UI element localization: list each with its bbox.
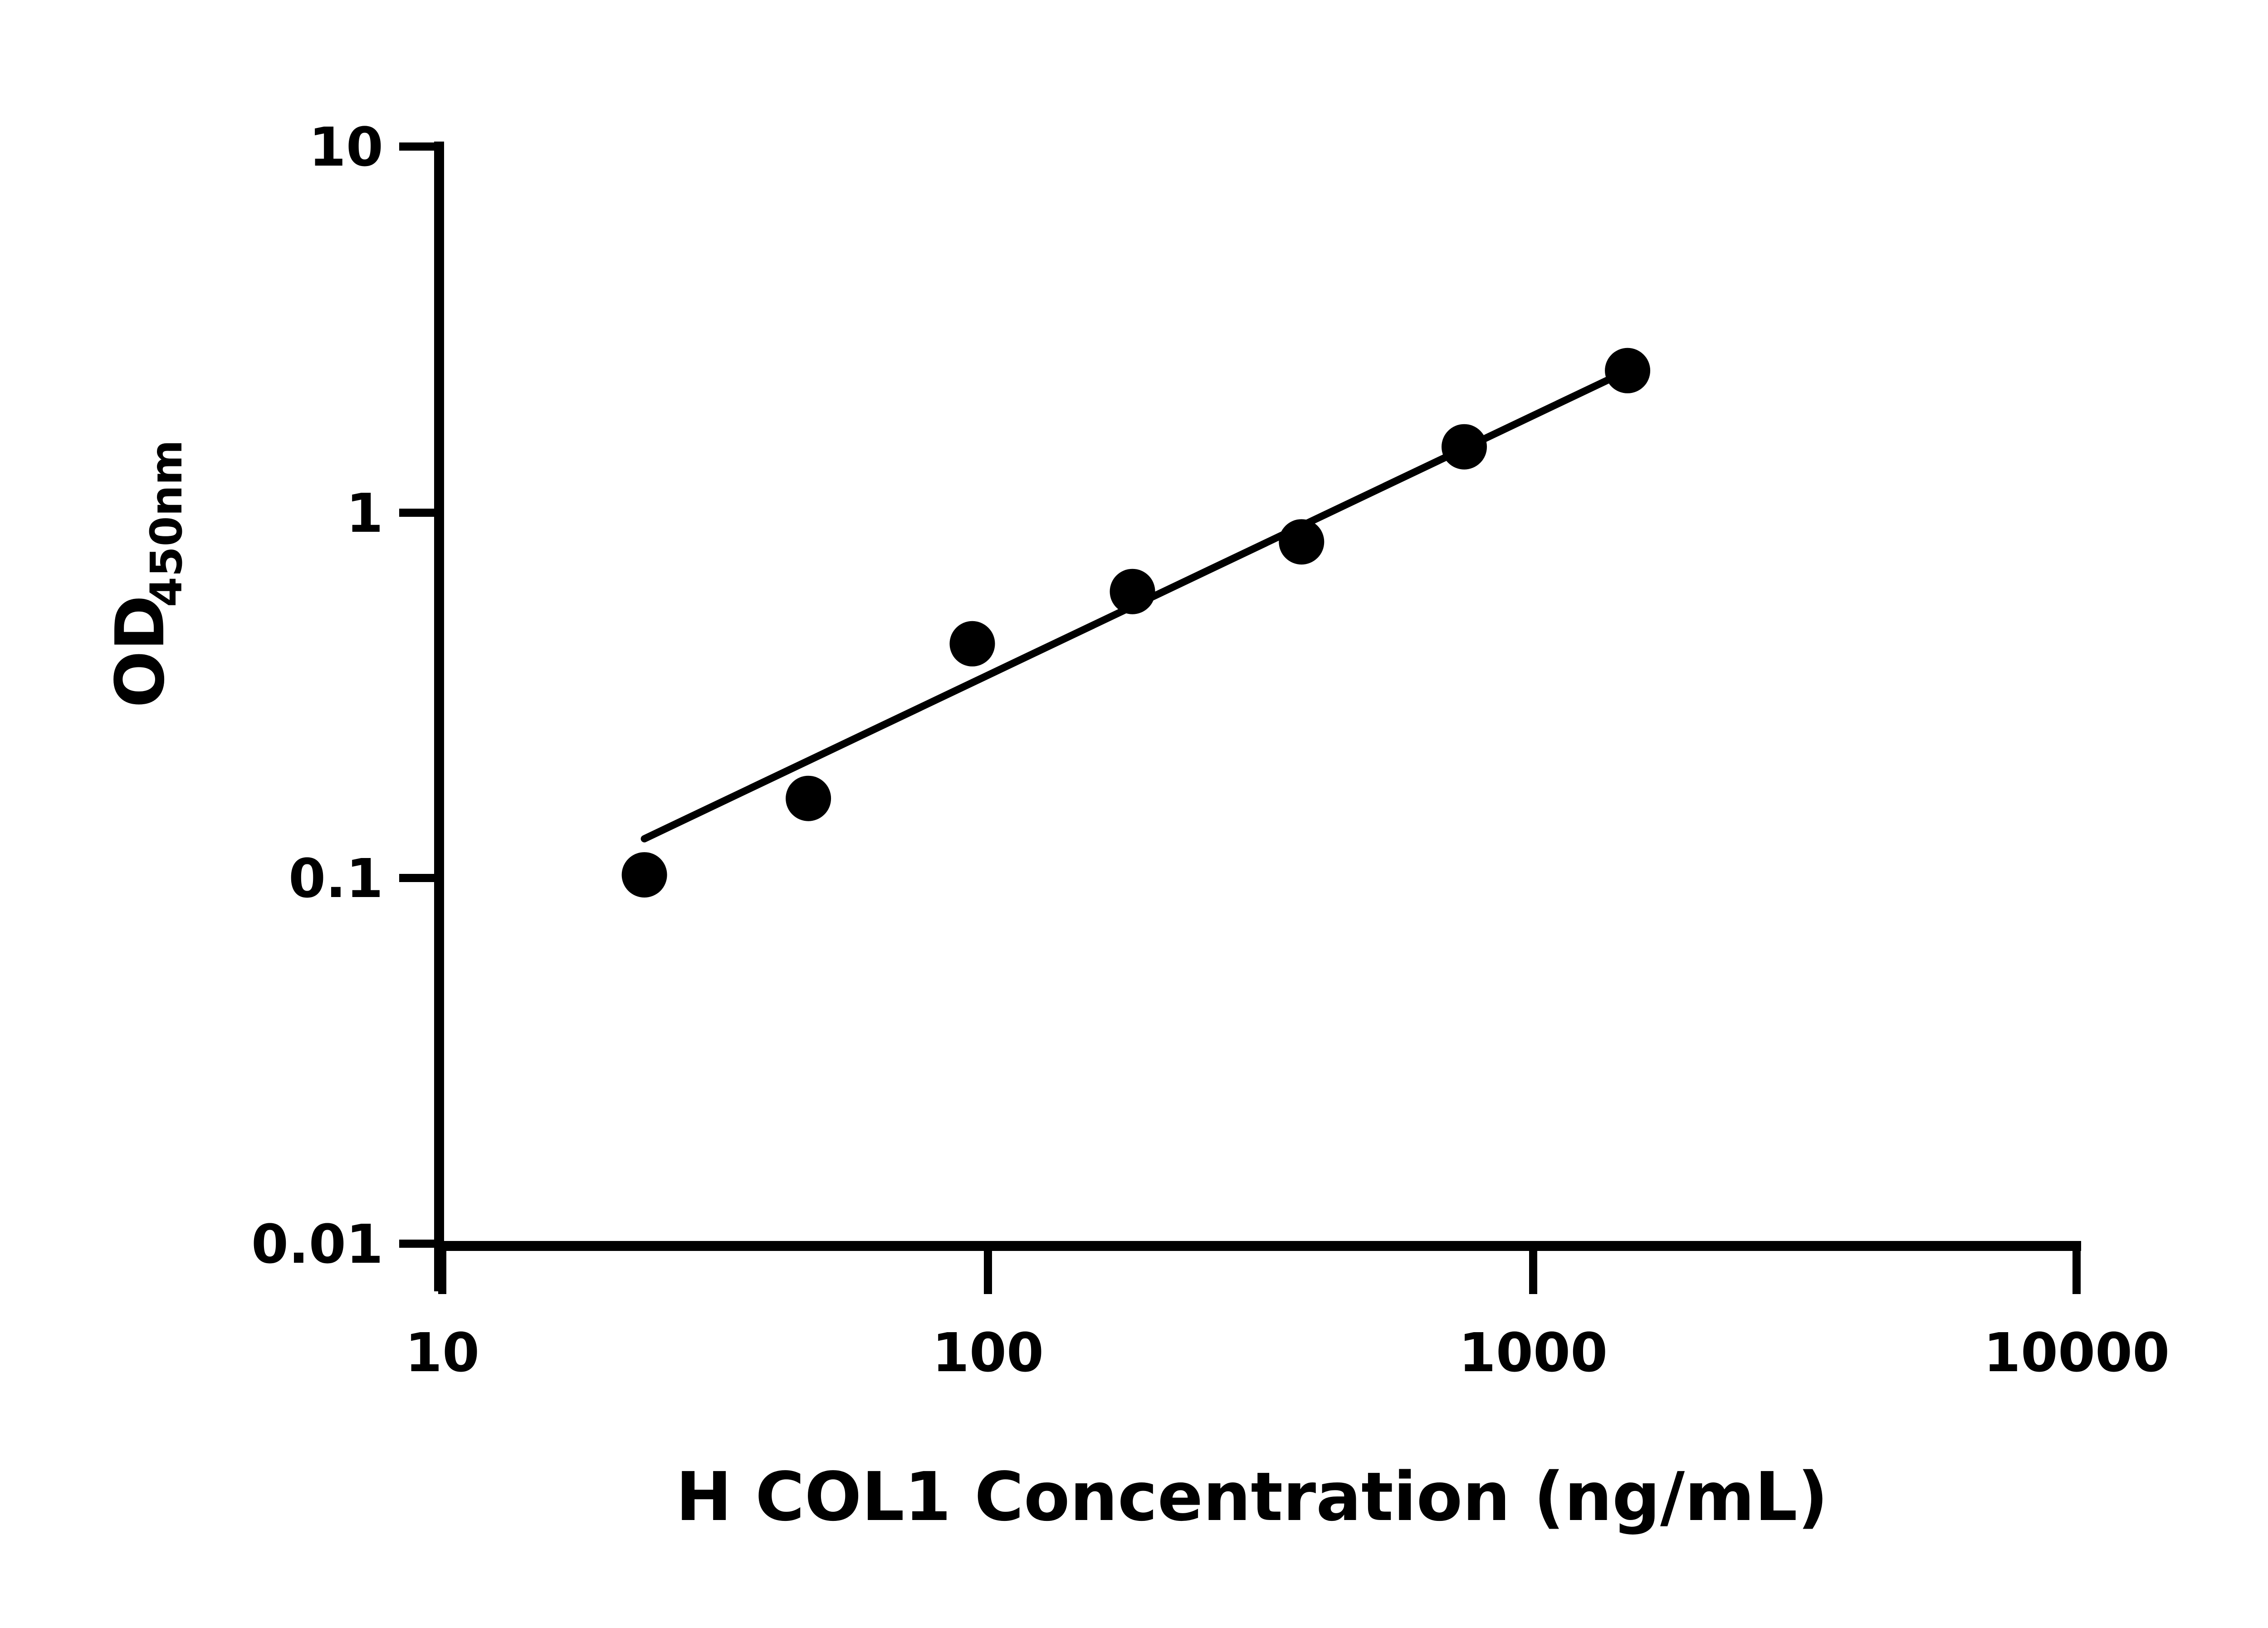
- y-axis-title-main: OD: [101, 595, 179, 708]
- data-point: [621, 852, 667, 898]
- y-axis-title-subscript: 450nm: [141, 440, 192, 607]
- y-tick-label-0.01: 0.01: [251, 1213, 383, 1275]
- data-point: [949, 621, 995, 667]
- y-tick-label-1: 1: [346, 482, 383, 544]
- data-point: [1110, 569, 1155, 614]
- x-axis-title: H COL1 Concentration (ng/mL): [676, 1458, 1828, 1536]
- data-point: [786, 775, 831, 821]
- y-tick-label-10: 10: [309, 116, 383, 178]
- y-axis-ticks: [399, 142, 439, 1248]
- data-points: [621, 348, 1651, 898]
- x-tick-labels: 10 100 1000 10000: [405, 1321, 2170, 1384]
- x-tick-label-1000: 1000: [1459, 1321, 1608, 1384]
- x-axis-ticks: [438, 1251, 2081, 1294]
- x-tick-label-10000: 10000: [1984, 1321, 2170, 1384]
- x-tick-label-10: 10: [405, 1321, 479, 1384]
- data-point: [1279, 519, 1325, 565]
- y-tick-label-0.1: 0.1: [288, 847, 383, 910]
- x-tick-label-100: 100: [932, 1321, 1044, 1384]
- y-tick-labels: 10 1 0.1 0.01: [251, 116, 383, 1275]
- data-point: [1442, 424, 1487, 470]
- data-point: [1605, 348, 1651, 393]
- y-axis-title: OD 450nm: [101, 440, 192, 708]
